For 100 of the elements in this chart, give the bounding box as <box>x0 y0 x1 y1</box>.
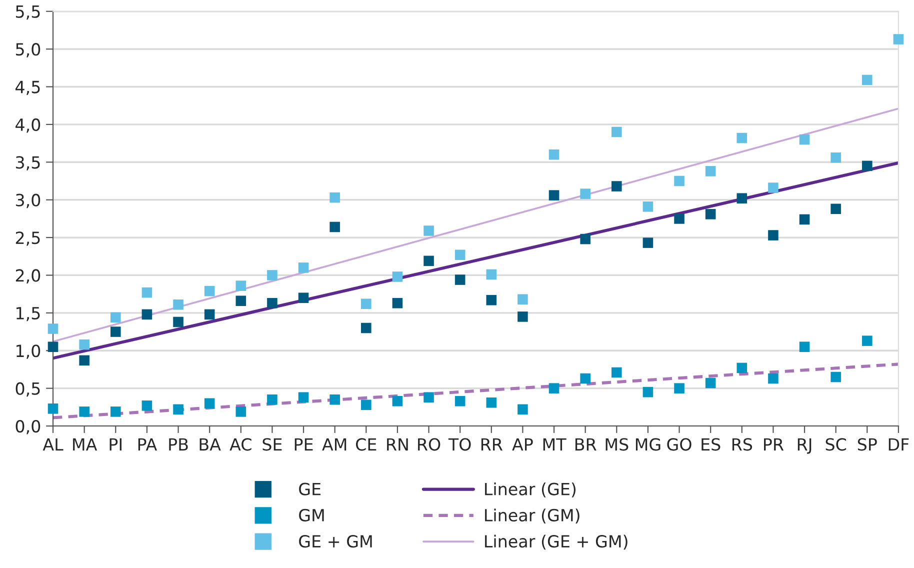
point <box>611 181 622 192</box>
point <box>580 188 590 199</box>
point <box>674 176 684 186</box>
point <box>486 397 497 408</box>
x-tick-label: PR <box>764 438 784 450</box>
legend-label: Linear (GE + GM) <box>485 534 628 550</box>
x-tick-label: BA <box>200 438 221 450</box>
y-tick-label: 2,0 <box>16 269 40 284</box>
point <box>48 324 58 334</box>
point <box>642 201 654 212</box>
y-tick-label: 3,0 <box>16 194 40 208</box>
x-tick-label: ES <box>702 438 720 451</box>
point <box>424 226 434 236</box>
y-tick-label: 0,5 <box>16 382 40 397</box>
point <box>611 126 622 138</box>
y-tick-label: 5,0 <box>16 43 40 58</box>
x-tick-label: PE <box>294 438 313 450</box>
point <box>142 309 152 320</box>
point <box>424 392 434 403</box>
point <box>204 286 215 296</box>
point <box>830 152 841 163</box>
point <box>799 214 810 225</box>
point <box>236 280 246 291</box>
x-tick-label: BR <box>575 438 596 450</box>
point <box>768 182 778 193</box>
point <box>79 339 90 350</box>
x-tick-label: RO <box>418 438 440 451</box>
y-tick-label: 2,5 <box>16 231 40 246</box>
x-tick-label: GO <box>667 438 692 451</box>
x-tick-label: AM <box>322 438 346 450</box>
x-tick-label: DF <box>888 438 909 450</box>
point <box>330 192 340 203</box>
point <box>298 262 309 273</box>
point <box>674 214 684 224</box>
point <box>518 312 528 322</box>
point <box>330 222 340 232</box>
point <box>267 298 278 308</box>
legend-label: Linear (GE) <box>485 482 576 498</box>
point <box>736 193 748 204</box>
point <box>330 394 340 405</box>
legend-label: GE + GM <box>299 535 372 548</box>
point <box>580 234 590 244</box>
point <box>705 209 716 220</box>
y-tick-label: 4,5 <box>16 80 40 96</box>
point <box>486 294 497 306</box>
x-tick-label: RR <box>481 438 502 450</box>
point <box>298 392 309 403</box>
x-tick-label: SP <box>858 438 877 451</box>
point <box>110 312 121 323</box>
y-tick-label: 1,5 <box>16 307 40 322</box>
legend-label: GM <box>299 508 324 522</box>
point <box>110 406 121 417</box>
legend-label: GE <box>299 482 320 496</box>
x-tick-label: PA <box>138 438 158 450</box>
point <box>392 396 403 406</box>
point <box>548 149 560 160</box>
point <box>173 316 184 328</box>
point <box>392 272 403 282</box>
point <box>518 294 528 304</box>
point <box>204 309 215 320</box>
point <box>580 373 590 384</box>
point <box>173 404 184 415</box>
point <box>736 362 748 374</box>
y-tick-label: 3,5 <box>16 156 40 170</box>
point <box>736 132 748 144</box>
x-tick-label: AC <box>230 438 252 451</box>
point <box>862 160 872 172</box>
point <box>360 298 372 310</box>
x-tick-label: CE <box>356 438 376 451</box>
x-tick-label: AP <box>512 438 533 450</box>
point <box>486 269 497 280</box>
point <box>298 292 309 303</box>
point <box>79 355 90 366</box>
point <box>454 250 466 260</box>
x-tick-label: PB <box>169 438 188 450</box>
x-tick-label: MG <box>636 438 660 451</box>
x-tick-label: MT <box>543 438 566 450</box>
x-tick-label: PI <box>110 438 122 450</box>
point <box>204 398 215 409</box>
point <box>862 336 872 346</box>
point <box>830 204 841 214</box>
point <box>48 404 58 414</box>
point <box>236 296 246 306</box>
y-tick-label: 4,0 <box>16 118 40 133</box>
point <box>642 238 654 248</box>
point <box>360 322 372 334</box>
point <box>705 166 716 176</box>
point <box>392 298 403 308</box>
x-tick-label: MA <box>73 438 98 450</box>
point <box>173 299 184 310</box>
point <box>705 378 716 388</box>
point <box>48 342 58 352</box>
x-tick-label: RJ <box>798 438 812 454</box>
point <box>768 230 778 240</box>
x-tick-label: SC <box>826 438 846 451</box>
point <box>548 190 560 200</box>
point <box>110 326 121 337</box>
point <box>454 396 466 406</box>
point <box>548 383 560 394</box>
point <box>611 367 622 378</box>
